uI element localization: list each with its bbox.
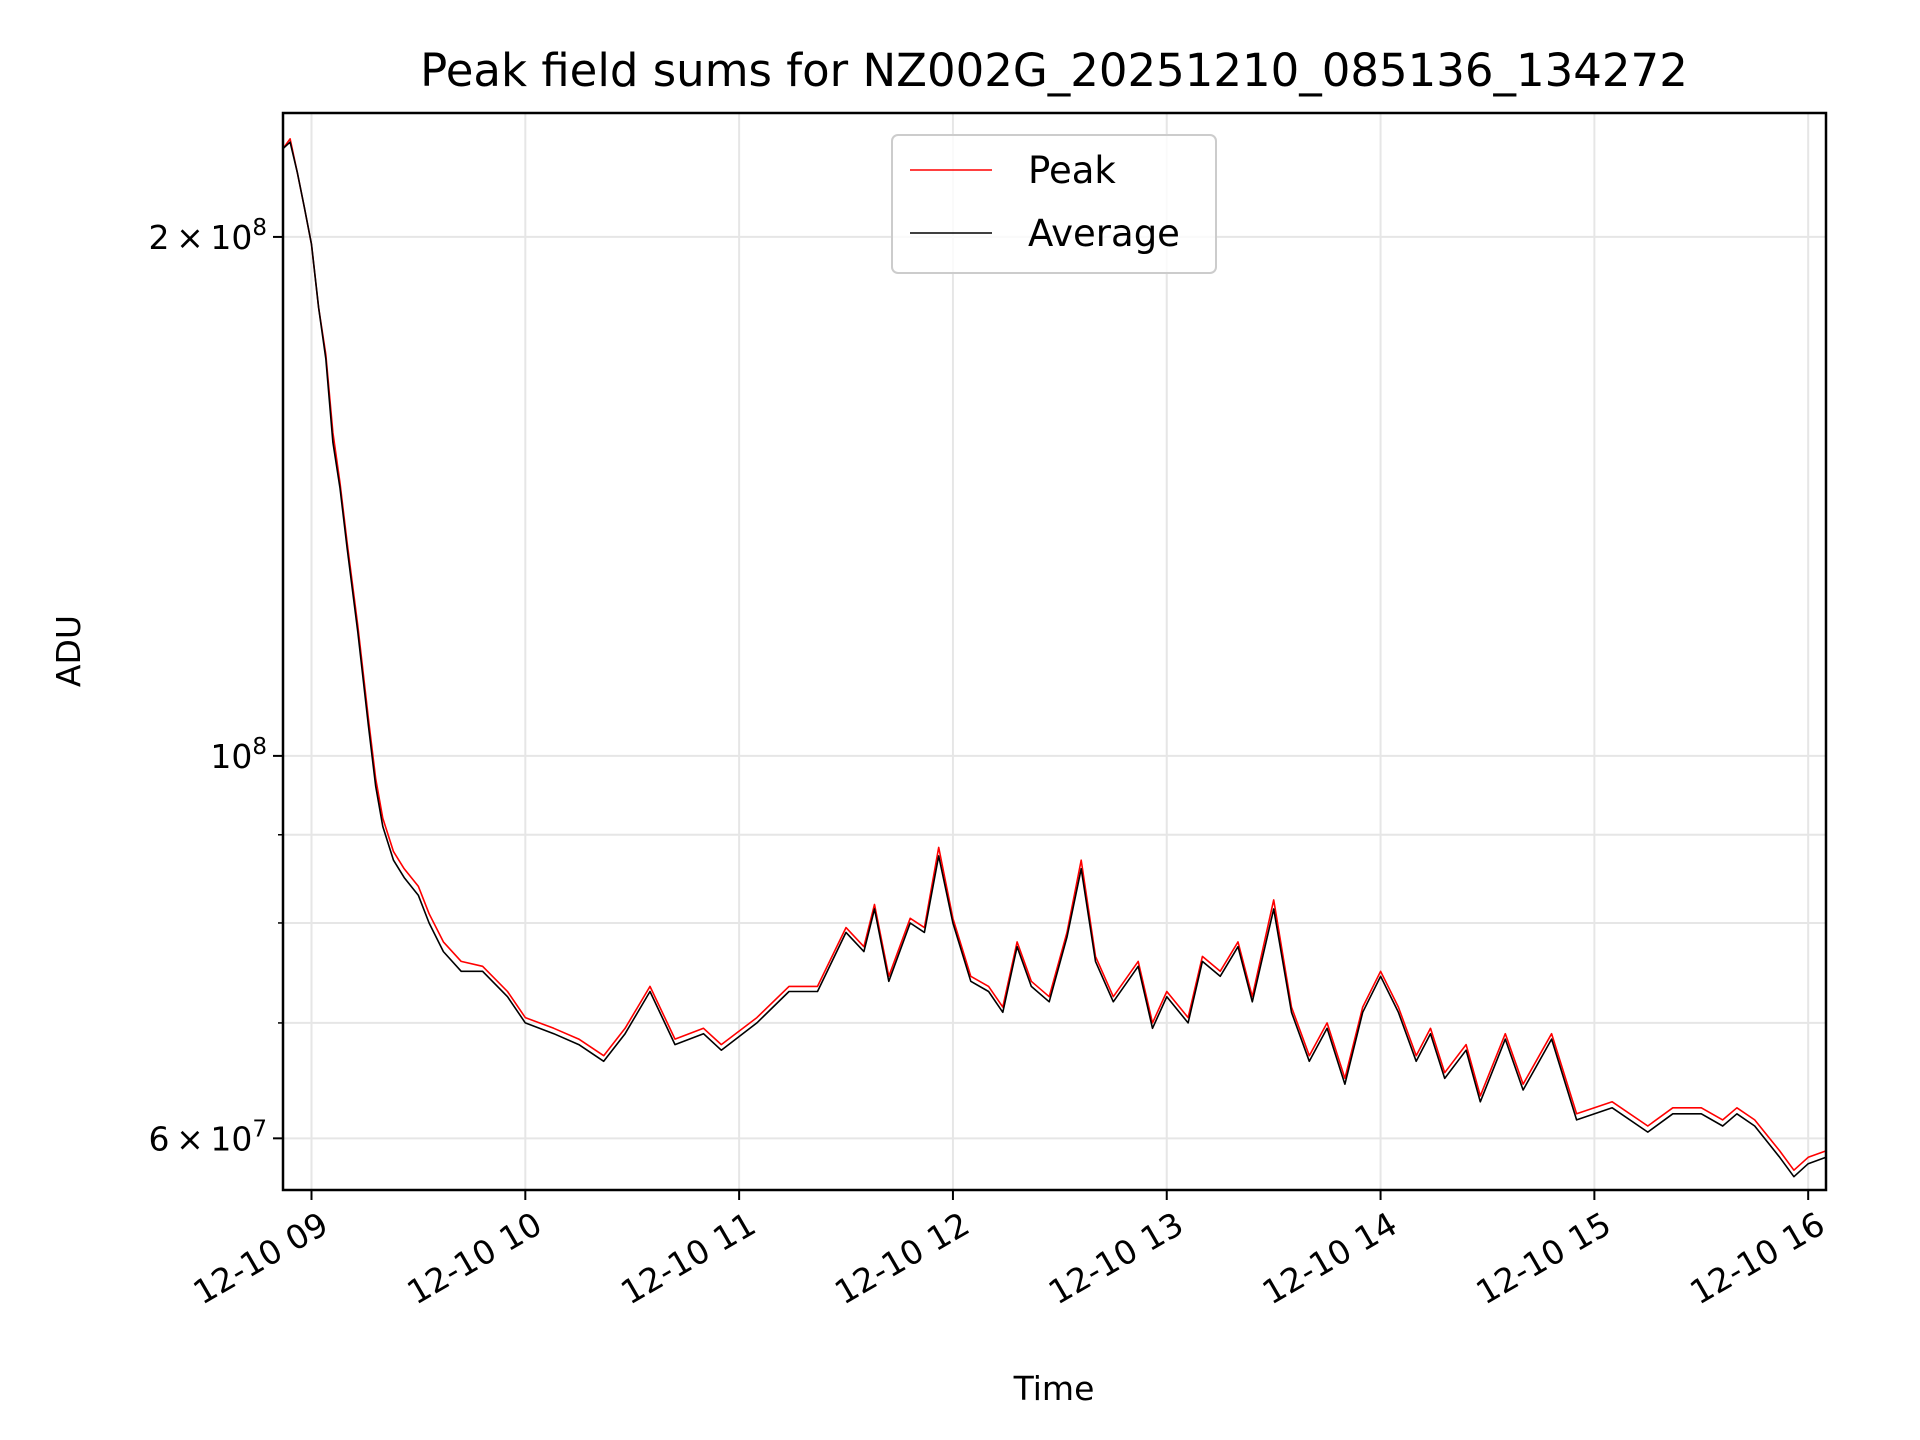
series-line-average bbox=[282, 141, 1827, 1178]
y-axis-label: ADU bbox=[49, 615, 88, 687]
legend-label-peak: Peak bbox=[1028, 149, 1116, 192]
y-tick-label: 2 × 108 bbox=[149, 215, 267, 257]
series-line-peak bbox=[282, 138, 1827, 1171]
legend: Peak Average bbox=[891, 134, 1217, 274]
y-axis-ticks: 6 × 107 108 2 × 108 bbox=[149, 215, 283, 1158]
chart-title: Peak field sums for NZ002G_20251210_0851… bbox=[420, 44, 1688, 97]
legend-label-average: Average bbox=[1028, 212, 1180, 255]
series-layer bbox=[282, 138, 1827, 1178]
x-axis-label: Time bbox=[1013, 1369, 1095, 1408]
y-tick-label: 6 × 107 bbox=[149, 1116, 267, 1158]
y-tick-label: 108 bbox=[210, 734, 267, 776]
axes-frame bbox=[281, 111, 1828, 1192]
